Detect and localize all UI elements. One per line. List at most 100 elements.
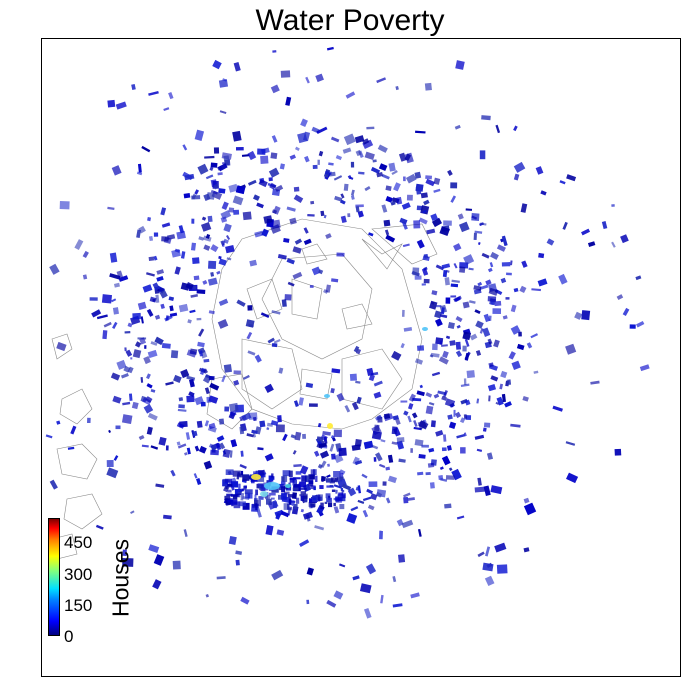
- tract-patch: [383, 413, 391, 420]
- tract-patch: [487, 338, 493, 345]
- tract-patch: [439, 314, 448, 319]
- tract-patch: [339, 476, 344, 480]
- tract-patch: [113, 282, 120, 288]
- tract-patch: [147, 349, 158, 359]
- tract-patch: [182, 144, 188, 151]
- tract-patch: [481, 252, 490, 259]
- tract-patch: [444, 398, 456, 408]
- tract-patch: [239, 426, 245, 435]
- tract-patch: [244, 489, 253, 495]
- tract-patch: [218, 258, 227, 266]
- tract-patch: [296, 497, 300, 504]
- tract-patch: [341, 490, 345, 493]
- tract-patch: [190, 242, 197, 251]
- tract-patch: [96, 314, 108, 320]
- tract-patch: [366, 488, 373, 495]
- tract-patch: [424, 82, 432, 91]
- highlight-patch: [422, 327, 428, 331]
- tract-patch: [271, 497, 275, 500]
- tract-patch: [346, 513, 358, 524]
- tract-patch: [190, 293, 198, 298]
- tract-patch: [347, 487, 357, 497]
- tract-patch: [449, 340, 456, 346]
- tract-patch: [298, 397, 304, 406]
- tract-patch: [496, 564, 508, 574]
- tract-patch: [378, 163, 388, 172]
- tract-patch: [441, 307, 445, 315]
- tract-patch: [490, 485, 503, 495]
- tract-patch: [284, 491, 290, 495]
- tract-patch: [460, 447, 466, 454]
- tract-patch: [233, 209, 240, 215]
- tract-patch: [513, 161, 526, 173]
- tract-patch: [170, 350, 179, 359]
- tract-patch: [270, 152, 278, 160]
- highlight-patch: [285, 484, 291, 488]
- tract-patch: [163, 514, 172, 520]
- tract-patch: [331, 489, 336, 492]
- tract-patch: [466, 370, 475, 379]
- tract-patch: [558, 273, 568, 285]
- tract-patch: [131, 401, 139, 410]
- tract-patch: [192, 285, 197, 290]
- tract-patch: [150, 445, 159, 450]
- tract-patch: [196, 289, 206, 294]
- tract-patch: [268, 167, 280, 178]
- tract-patch: [153, 255, 158, 261]
- tract-patch: [565, 472, 579, 484]
- tract-patch: [463, 378, 467, 386]
- tract-patch: [87, 417, 91, 424]
- tract-patch: [482, 562, 494, 572]
- tract-patch: [198, 328, 205, 337]
- tract-patch: [215, 442, 222, 451]
- tract-patch: [414, 171, 422, 179]
- tract-patch: [188, 391, 195, 397]
- tract-patch: [329, 443, 335, 452]
- tract-patch: [376, 77, 387, 84]
- tract-patch: [107, 206, 115, 210]
- tract-patch: [448, 467, 453, 472]
- tract-patch: [285, 96, 292, 106]
- tract-patch: [340, 215, 347, 224]
- tract-patch: [513, 173, 520, 181]
- tract-patch: [271, 569, 284, 581]
- tract-patch: [479, 284, 489, 290]
- tract-patch: [208, 395, 219, 404]
- tract-patch: [268, 475, 274, 482]
- tract-patch: [318, 494, 321, 502]
- tract-patch: [281, 476, 285, 482]
- tract-patch: [474, 230, 483, 234]
- tract-patch: [601, 221, 608, 230]
- tract-patch: [260, 312, 270, 319]
- tract-patch: [526, 342, 533, 349]
- tract-patch: [266, 427, 270, 431]
- tract-patch: [400, 400, 408, 403]
- tract-patch: [318, 442, 327, 448]
- tract-patch: [379, 530, 383, 540]
- tract-patch: [131, 84, 136, 90]
- tract-patch: [456, 515, 465, 520]
- tract-patch: [387, 454, 394, 463]
- tract-patch: [56, 341, 67, 352]
- tract-patch: [281, 299, 287, 307]
- tract-patch: [192, 430, 198, 437]
- tract-patch: [245, 319, 255, 328]
- tract-patch: [136, 229, 142, 238]
- tract-patch: [433, 177, 441, 185]
- tract-patch: [355, 149, 362, 157]
- tract-patch: [178, 303, 189, 313]
- tract-patch: [210, 449, 219, 456]
- tract-patch: [340, 193, 345, 199]
- tract-patch: [235, 550, 243, 556]
- tract-patch: [116, 359, 127, 370]
- tract-patch: [474, 434, 485, 440]
- tract-patch: [192, 257, 200, 264]
- tract-patch: [433, 393, 440, 399]
- tract-patch: [372, 159, 377, 163]
- tract-patch: [463, 414, 467, 419]
- tract-patch: [465, 208, 473, 211]
- tract-patch: [363, 440, 374, 450]
- tract-patch: [357, 485, 362, 494]
- tract-patch: [518, 331, 522, 337]
- tract-patch: [373, 391, 382, 399]
